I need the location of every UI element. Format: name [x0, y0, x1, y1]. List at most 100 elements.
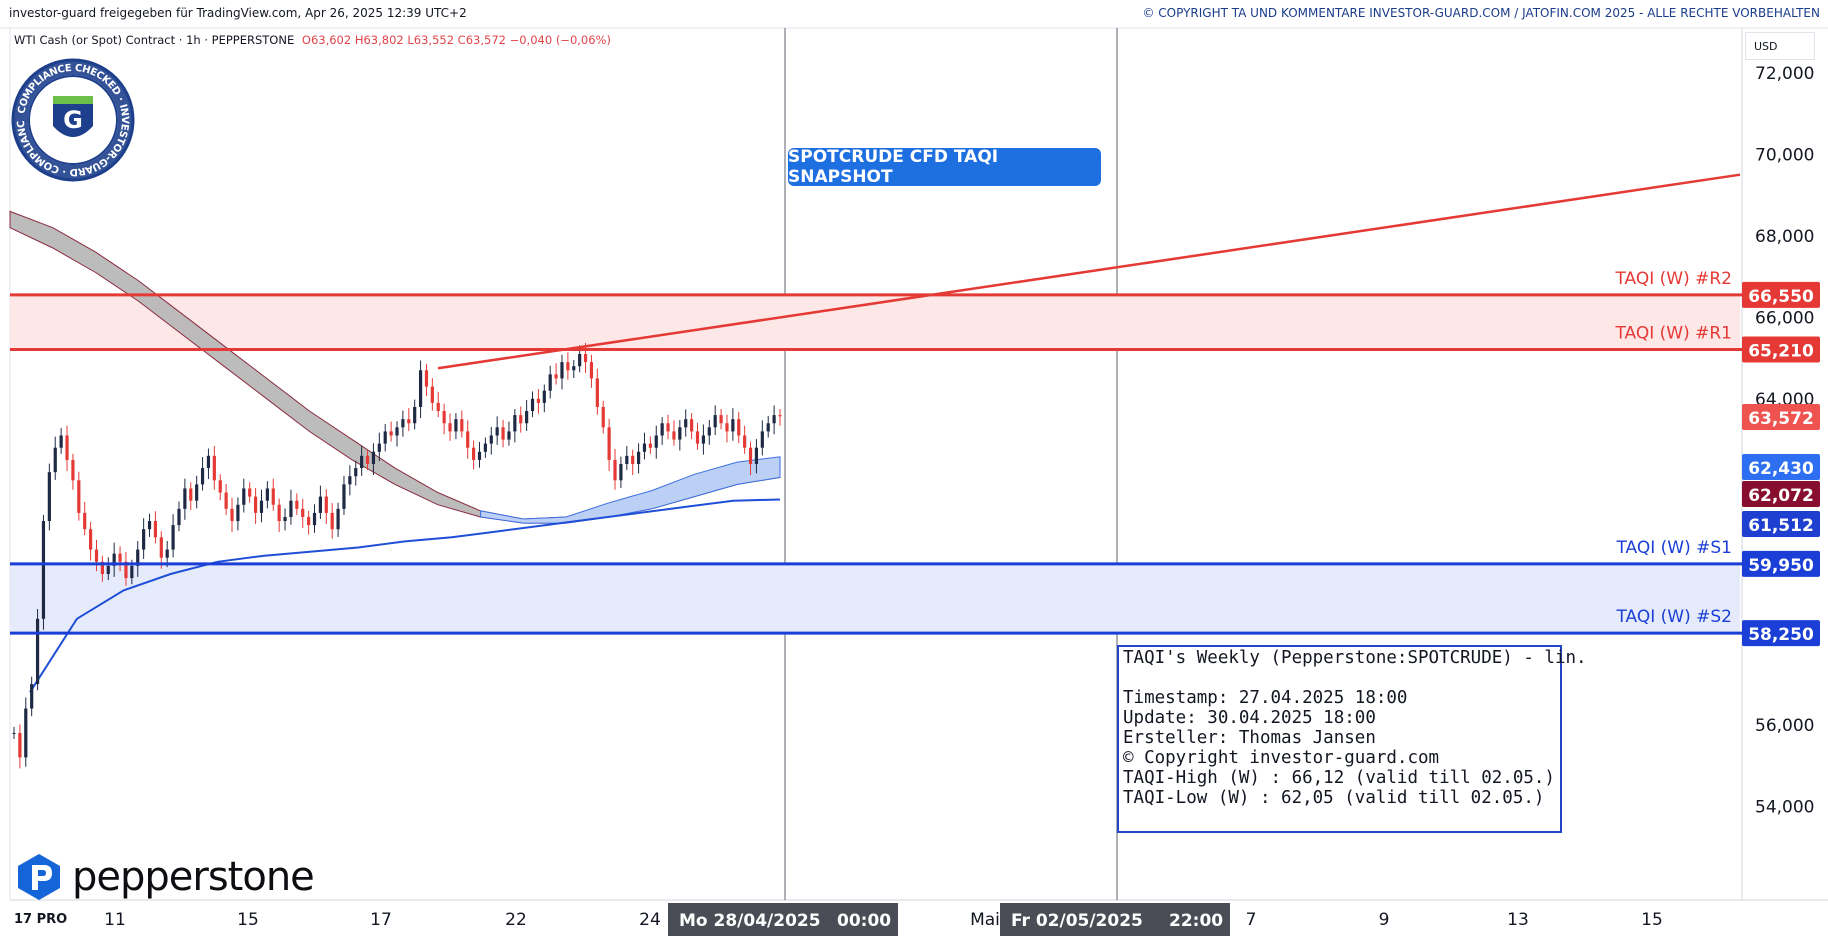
candle-body	[766, 423, 770, 432]
symbol-legend[interactable]: WTI Cash (or Spot) Contract · 1h · PEPPE…	[14, 33, 611, 47]
candle	[672, 420, 676, 446]
blue-moving-average	[29, 498, 781, 693]
candle	[719, 408, 723, 430]
time-tick-label: 9	[1379, 910, 1390, 930]
candle-body	[59, 435, 63, 448]
candle	[595, 368, 599, 415]
info-spacer	[1123, 668, 1560, 688]
candle-body	[436, 402, 440, 412]
candle	[743, 425, 747, 454]
candle-body	[719, 415, 723, 424]
candle-body	[660, 423, 664, 436]
candle-body	[413, 406, 417, 424]
candle-body	[189, 488, 193, 501]
candle	[430, 378, 434, 411]
candle	[383, 424, 387, 452]
symbol-name[interactable]: WTI Cash (or Spot) Contract · 1h · PEPPE…	[14, 33, 295, 47]
candle	[560, 354, 564, 390]
candle	[301, 499, 305, 528]
candle-body	[212, 455, 216, 481]
price-tag-text: 61,512	[1748, 516, 1814, 536]
candle	[153, 511, 158, 544]
candle-body	[442, 411, 446, 424]
candle	[642, 432, 647, 460]
candle-body	[778, 415, 782, 417]
candle-body	[18, 732, 22, 758]
candle	[171, 514, 175, 558]
candle	[442, 403, 446, 435]
candle	[648, 436, 652, 454]
candle	[354, 460, 358, 486]
candle-body	[35, 618, 40, 685]
date-marker-tag: Mo 28/04/2025 00:00	[668, 903, 898, 936]
candle-body	[136, 549, 140, 566]
level-price-tag-bg	[1742, 620, 1820, 647]
candle-body	[242, 488, 246, 505]
candle-body	[583, 353, 588, 363]
candle-body	[631, 455, 635, 464]
copyright-text: © COPYRIGHT TA UND KOMMENTARE INVESTOR-G…	[1142, 6, 1820, 20]
candle	[407, 408, 411, 431]
candle	[318, 485, 322, 520]
candle-body	[389, 431, 393, 436]
candle-body	[236, 504, 240, 522]
candle	[495, 416, 499, 445]
candle	[731, 408, 735, 441]
candle	[377, 432, 381, 462]
candle-body	[183, 488, 187, 509]
time-tick-label: 11	[104, 910, 126, 930]
info-author: Ersteller: Thomas Jansen	[1123, 728, 1376, 748]
candle	[483, 437, 487, 458]
candle-body	[772, 415, 776, 424]
candle	[690, 413, 694, 440]
candle-body	[47, 472, 51, 522]
candle-body	[601, 406, 605, 428]
candle	[395, 421, 399, 447]
candle	[360, 446, 364, 476]
candle-body	[454, 419, 458, 432]
candle-body	[566, 362, 570, 371]
candle-body	[395, 427, 399, 436]
candle-body	[672, 431, 676, 440]
candle	[18, 724, 22, 769]
candle	[601, 400, 605, 434]
ohlc-values: O63,602 H63,802 L63,552 C63,572 −0,040 (…	[301, 33, 611, 47]
candle	[654, 425, 658, 459]
candle	[519, 406, 523, 433]
time-axis[interactable]: 11 15 17 22 24 Mai 7 9 13 15 Mo 28/04/2025 00:00 Fr …	[104, 903, 1663, 936]
currency-selector[interactable]: USD	[1745, 32, 1815, 60]
candle-body	[542, 390, 546, 403]
candle-body	[377, 443, 381, 452]
candle-body	[365, 455, 370, 464]
candle	[436, 391, 440, 418]
candle	[678, 419, 682, 451]
candle-body	[725, 423, 729, 432]
time-tick-label: 22	[505, 910, 527, 930]
candle-body	[642, 443, 647, 452]
candle-body	[560, 362, 564, 379]
candle-body	[701, 435, 705, 444]
candle-body	[77, 480, 81, 513]
candle-body	[12, 732, 16, 734]
candle	[766, 415, 770, 438]
candle-body	[607, 427, 611, 460]
candle	[448, 413, 452, 441]
candle	[277, 498, 281, 533]
time-tick-label: 17	[370, 910, 392, 930]
price-tag-bg	[1742, 404, 1820, 430]
candle-body	[289, 500, 293, 517]
candle	[748, 441, 753, 476]
candle	[324, 489, 328, 524]
candle-body	[530, 398, 535, 412]
price-tick-label: 66,000	[1755, 308, 1814, 328]
candle-body	[519, 415, 523, 424]
candle	[636, 443, 641, 474]
price-axis[interactable]: 72,00070,00068,00066,00064,00056,00054,0…	[1742, 64, 1820, 817]
candle	[89, 521, 93, 561]
candle	[295, 493, 299, 515]
candle	[660, 417, 664, 445]
candle	[525, 400, 529, 431]
level-price-tag-text: 59,950	[1748, 556, 1814, 576]
candle-body	[525, 411, 529, 424]
candle	[365, 449, 370, 471]
